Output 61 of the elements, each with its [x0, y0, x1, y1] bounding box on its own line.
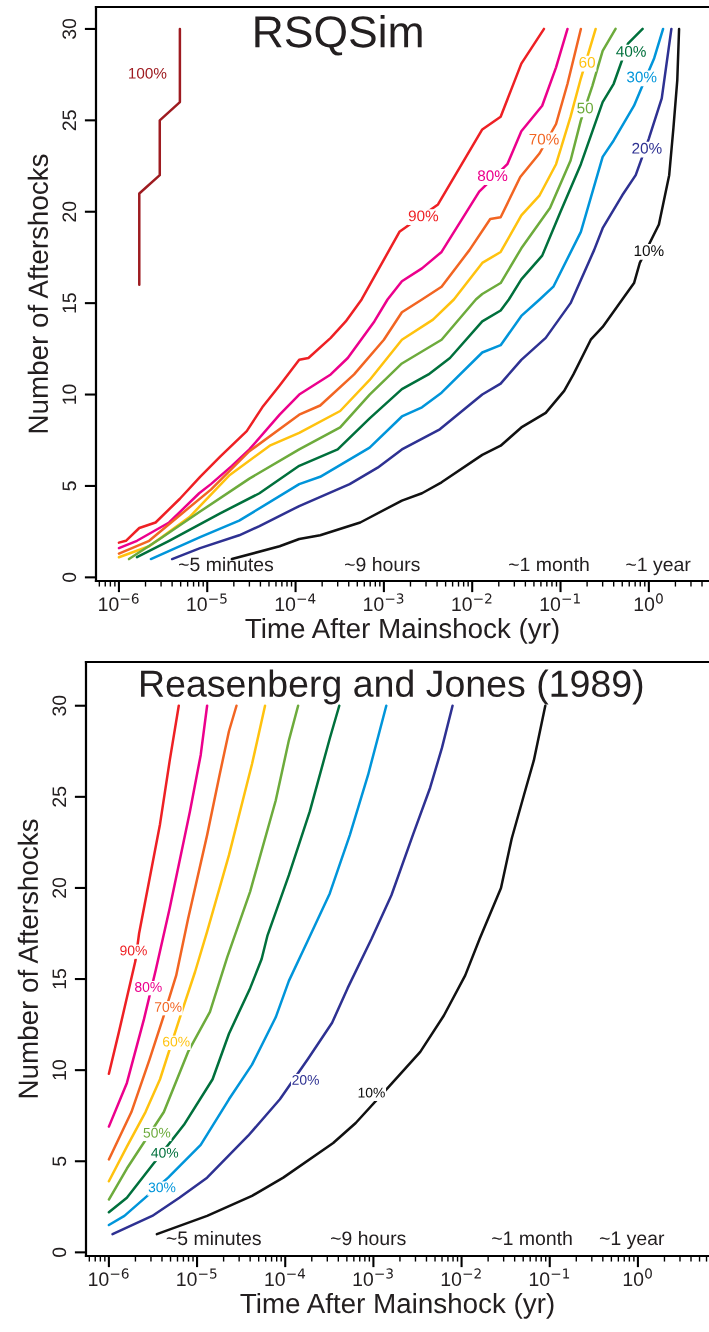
y-tick-label: 15	[52, 969, 67, 989]
annotation: 50	[577, 102, 594, 114]
annotation: ~1 month	[509, 557, 589, 572]
x-tick-label: 10$^{−1}$	[540, 593, 580, 612]
annotation: 40%	[151, 1147, 179, 1158]
annotation: ~1 year	[626, 557, 691, 576]
x-axis-title: Time After Mainshock (yr)	[240, 1292, 554, 1319]
annotation: 90%	[408, 210, 439, 222]
annotation: 80%	[135, 982, 162, 992]
y-tick-label: 25	[62, 110, 77, 131]
x-tick-label: 10$^{−6}$	[89, 1268, 129, 1287]
x-tick-label: 10$^{0}$	[623, 1268, 652, 1287]
x-tick-label: 10$^{−5}$	[187, 593, 227, 612]
annotation: 60	[579, 56, 595, 68]
x-tick-label: 10$^{−3}$	[353, 1268, 393, 1287]
y-tick-label: 5	[52, 1156, 67, 1166]
annotation: 20%	[632, 142, 662, 154]
annotation: 100%	[129, 67, 167, 79]
annotation: ~9 hours	[345, 557, 420, 572]
x-tick-label: 10$^{−2}$	[452, 593, 492, 612]
y-axis-title: Number of Aftershocks	[27, 154, 49, 433]
chart-title: RSQSim	[255, 14, 422, 56]
annotation: 10%	[634, 245, 664, 257]
annotation: 40%	[616, 45, 646, 57]
y-tick-label: 30	[62, 18, 77, 40]
x-tick-label: 10$^{−4}$	[275, 593, 316, 612]
x-tick-label: 10$^{−5}$	[177, 1268, 217, 1287]
y-tick-label: 0	[52, 1247, 67, 1257]
annotation: 20%	[292, 1074, 319, 1085]
y-axis-title: Number of Aftershocks	[17, 819, 39, 1098]
x-tick-label: 10$^{−3}$	[364, 593, 404, 612]
y-tick-label: 10	[62, 384, 77, 404]
annotation: 30%	[148, 1182, 176, 1193]
annotation: ~5 minutes	[166, 1230, 261, 1246]
annotation: 50%	[143, 1127, 171, 1138]
annotation: 70%	[529, 133, 559, 145]
annotation: 60%	[163, 1036, 190, 1047]
y-tick-label: 0	[62, 572, 77, 582]
y-tick-label: 25	[52, 786, 67, 807]
x-axis-title: Time After Mainshock (yr)	[245, 617, 559, 644]
y-tick-label: 20	[52, 877, 67, 898]
annotation: 10%	[358, 1087, 385, 1098]
annotation: 80%	[477, 170, 508, 182]
annotation: ~1 month	[492, 1230, 572, 1246]
y-tick-label: 15	[62, 293, 77, 313]
y-tick-label: 5	[62, 481, 77, 491]
annotation: 30%	[626, 71, 657, 83]
y-tick-label: 30	[52, 695, 67, 716]
annotation: ~9 hours	[330, 1230, 406, 1246]
x-tick-label: 10$^{0}$	[634, 593, 663, 612]
x-tick-label: 10$^{−4}$	[265, 1268, 306, 1287]
annotation: 90%	[120, 945, 147, 956]
annotation: ~1 year	[599, 1231, 665, 1250]
y-tick-label: 20	[62, 201, 77, 222]
annotation: 70%	[154, 1002, 182, 1012]
chart-title: Reasenberg and Jones (1989)	[141, 669, 643, 705]
x-tick-label: 10$^{−2}$	[441, 1268, 481, 1287]
x-tick-label: 10$^{−6}$	[99, 593, 139, 612]
annotation: ~5 minutes	[179, 557, 274, 572]
x-tick-label: 10$^{−1}$	[529, 1268, 570, 1287]
y-tick-label: 10	[52, 1060, 67, 1080]
